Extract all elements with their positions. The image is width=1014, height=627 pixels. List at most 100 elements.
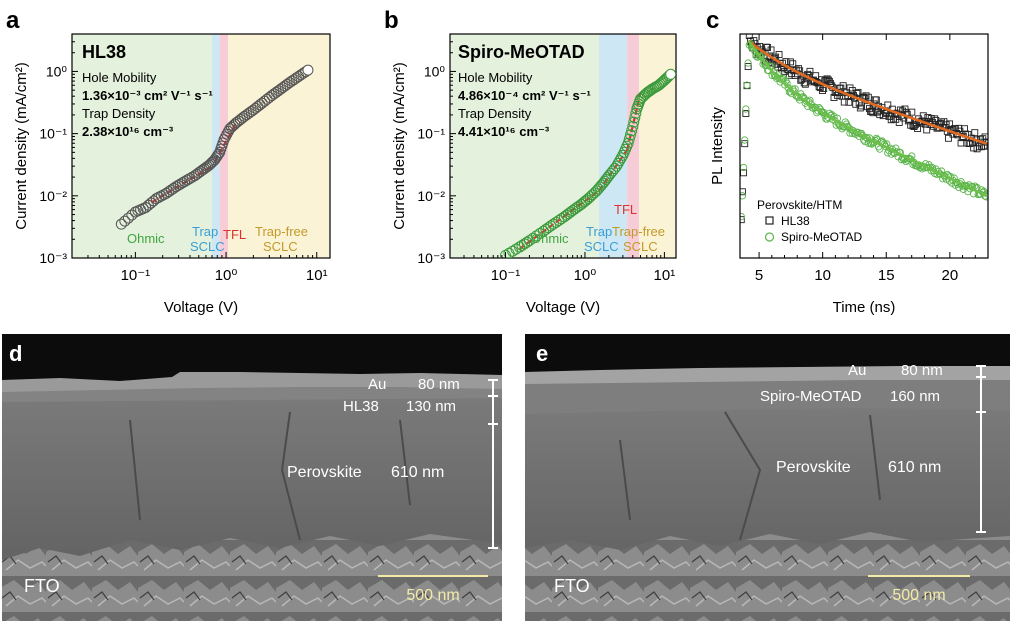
data-point — [550, 216, 562, 228]
region-a-0 — [72, 34, 213, 258]
trap-label-a: Trap Density — [82, 106, 156, 121]
trap-value-b: 4.41×10¹⁶ cm⁻³ — [458, 124, 550, 139]
data-point — [862, 92, 870, 100]
data-point — [744, 59, 752, 67]
x-tick-label-b: 10¹ — [654, 267, 676, 284]
data-point — [597, 177, 609, 189]
data-point — [210, 152, 222, 164]
au-label-d: Au — [368, 376, 386, 393]
x-tick-label-a: 10⁰ — [215, 267, 238, 284]
region-label-trapfree-a: Trap-free — [255, 224, 308, 239]
data-point — [626, 125, 638, 137]
data-point — [940, 171, 948, 180]
region-label-tfl-b: TFL — [614, 202, 637, 217]
perovskite-label-e: Perovskite — [776, 459, 851, 476]
region-label-trapfree-sclc-a: SCLC — [263, 239, 298, 254]
x-axis-label-a: Voltage (V) — [164, 299, 238, 316]
data-point — [203, 159, 215, 171]
data-point — [897, 156, 906, 164]
panel-a: 10⁻¹ 10⁰ 10¹ 10⁻³ 10⁻² 10⁻¹ 10⁰ a HL38 Hole Mo… — [6, 7, 331, 316]
data-point — [614, 155, 626, 167]
y-axis-label-b: Current density (mA/cm²) — [391, 62, 408, 230]
fto-layer-e — [525, 532, 1010, 621]
trap-label-b: Trap Density — [458, 106, 532, 121]
data-point — [211, 150, 223, 162]
data-point — [191, 168, 203, 180]
x-axis-label-c: Time (ns) — [833, 299, 896, 316]
data-point — [521, 236, 533, 248]
region-b-2 — [627, 34, 640, 258]
grain-boundaries-d — [129, 411, 411, 541]
data-point — [740, 192, 747, 200]
data-point — [119, 215, 131, 227]
data-point — [884, 101, 892, 109]
legend-marker-spiro — [764, 232, 775, 242]
data-point — [806, 67, 814, 75]
data-point — [599, 175, 611, 187]
x-tick-label-a: 10¹ — [306, 267, 328, 284]
fit-line-b-0 — [518, 190, 600, 250]
data-point — [853, 90, 861, 97]
data-point — [586, 189, 598, 201]
data-point — [784, 84, 792, 92]
data-point — [584, 191, 596, 203]
sample-name-b: Spiro-MeOTAD — [458, 42, 585, 62]
data-point — [744, 63, 752, 70]
y-tick-label-a: 10⁻² — [39, 188, 67, 204]
data-point — [981, 192, 988, 200]
y-tick-label-b: 10⁰ — [424, 63, 446, 79]
data-point — [740, 216, 745, 224]
fit-curve-hl38 — [748, 40, 988, 146]
data-point — [742, 105, 750, 113]
fto-layer-d — [2, 534, 502, 621]
data-point — [983, 142, 988, 150]
data-point — [856, 104, 864, 112]
fit-curve-spiro — [747, 40, 988, 198]
region-label-trapfree-sclc-b: SCLC — [623, 239, 658, 254]
region-label-ohmic-a: Ohmic — [127, 231, 165, 246]
y-tick-label-b: 10⁻² — [417, 188, 445, 204]
data-point — [624, 129, 636, 141]
panel-letter-e: e — [536, 341, 548, 366]
x-tick-label-c: 20 — [942, 267, 959, 284]
axes-frame-a — [71, 33, 331, 259]
data-point — [612, 157, 624, 169]
x-tick-label-b: 10⁻¹ — [491, 267, 521, 284]
data-point — [122, 212, 134, 224]
data-point — [742, 110, 750, 117]
data-point — [302, 64, 314, 76]
data-point — [944, 134, 952, 142]
data-point — [629, 112, 641, 124]
legend-label-spiro: Spiro-MeOTAD — [781, 230, 862, 244]
data-point — [534, 228, 546, 240]
data-point — [627, 121, 639, 133]
legend-label-hl38: HL38 — [781, 214, 810, 228]
data-point — [622, 137, 634, 149]
data-point — [864, 93, 872, 101]
y-tick-label-b: 10⁻³ — [417, 250, 445, 266]
data-point — [743, 81, 751, 89]
data-point — [553, 214, 565, 226]
data-point — [547, 218, 559, 230]
x-tick-label-a: 10⁻¹ — [121, 267, 151, 284]
region-b-1 — [598, 34, 628, 258]
data-point — [623, 133, 635, 145]
legend-title-c: Perovskite/HTM — [757, 198, 842, 212]
panel-letter-a: a — [6, 7, 20, 34]
region-label-trap-sclc-b: SCLC — [584, 239, 619, 254]
data-point — [639, 89, 651, 101]
region-label-ohmic-b: Ohmic — [531, 231, 569, 246]
data-point — [854, 88, 862, 96]
data-point — [757, 53, 765, 61]
points-a — [115, 64, 314, 230]
perovskite-thickness-e: 610 nm — [888, 459, 941, 476]
region-label-trap-sclc-a: SCLC — [190, 239, 225, 254]
data-point — [812, 72, 820, 80]
y-tick-label-b: 10⁻¹ — [417, 126, 445, 142]
fto-label-e: FTO — [554, 576, 590, 596]
data-point — [982, 193, 988, 201]
x-tick-label-c: 15 — [878, 267, 895, 284]
data-point — [740, 188, 746, 196]
perovskite-thickness-d: 610 nm — [391, 464, 444, 481]
htm-thickness-e: 160 nm — [890, 388, 940, 405]
